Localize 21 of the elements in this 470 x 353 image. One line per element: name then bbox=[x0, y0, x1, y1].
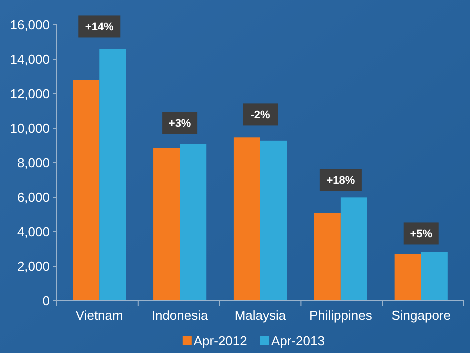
x-tick-label: Indonesia bbox=[152, 308, 210, 323]
y-tick-label: 12,000 bbox=[10, 86, 50, 102]
y-tick-label: 16,000 bbox=[10, 18, 50, 33]
y-tick-label: 8,000 bbox=[17, 156, 50, 171]
y-tick-label: 0 bbox=[42, 294, 50, 309]
annotation: -2% bbox=[250, 110, 270, 122]
annotation: +3% bbox=[168, 118, 192, 130]
y-tick-label: 4,000 bbox=[17, 224, 50, 240]
x-tick-label: Vietnam bbox=[76, 308, 124, 323]
legend-label: Apr-2013 bbox=[272, 334, 325, 349]
legend-label: Apr-2012 bbox=[194, 334, 248, 349]
y-tick-label: 10,000 bbox=[10, 121, 50, 136]
x-tick-label: Singapore bbox=[392, 308, 452, 323]
annotation: +14% bbox=[85, 22, 114, 34]
annotation: +5% bbox=[410, 228, 433, 241]
y-tick-label: 6,000 bbox=[17, 190, 50, 206]
y-tick-label: 14,000 bbox=[10, 52, 50, 68]
y-tick-label: 2,000 bbox=[17, 259, 50, 274]
x-tick-label: Malaysia bbox=[234, 308, 287, 323]
annotation: +18% bbox=[326, 175, 356, 188]
x-tick-label: Philippines bbox=[309, 308, 373, 323]
